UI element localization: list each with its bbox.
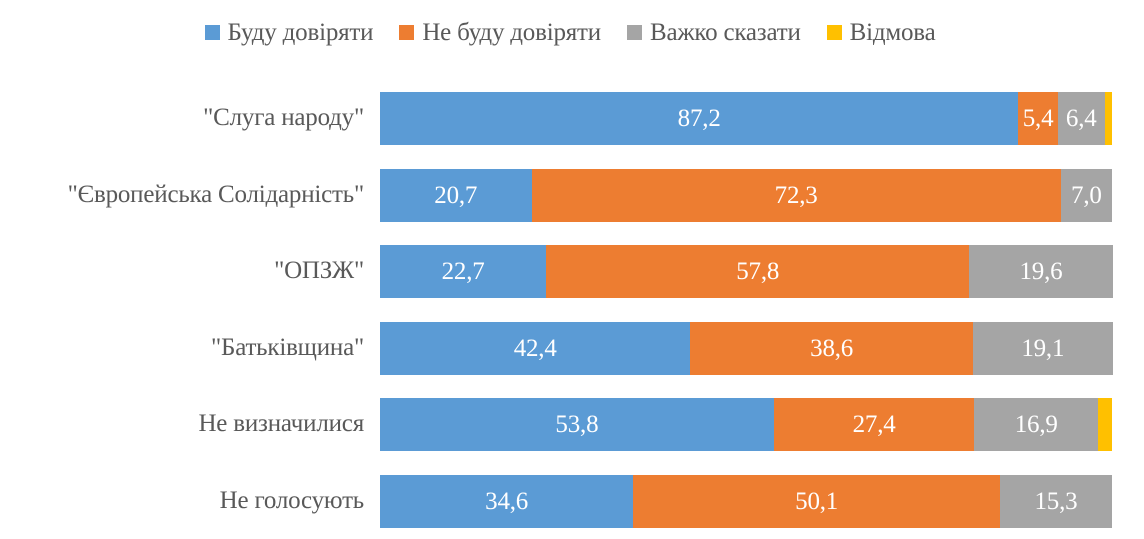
bar-segment-trust[interactable]: 22,7 bbox=[380, 245, 547, 298]
bar-segment-trust[interactable]: 42,4 bbox=[380, 321, 691, 375]
chart-row: "ОПЗЖ" 22,7 57,8 19,6 bbox=[0, 245, 1144, 298]
legend-swatch-blue-icon bbox=[204, 24, 220, 40]
stacked-bar: 20,7 72,3 7,0 bbox=[380, 168, 1112, 222]
bar-segment-hard-to-say[interactable]: 16,9 bbox=[974, 398, 1099, 451]
category-label: Не визначилися bbox=[198, 410, 364, 438]
legend-label-refusal: Відмова bbox=[849, 18, 936, 46]
bar-value-label: 50,1 bbox=[795, 487, 839, 515]
bar-segment-trust[interactable]: 20,7 bbox=[380, 168, 532, 222]
chart-legend: Буду довіряти Не буду довіряти Важко ска… bbox=[0, 10, 1144, 54]
bar-segment-refusal[interactable] bbox=[1098, 398, 1112, 451]
bar-segment-distrust[interactable]: 50,1 bbox=[633, 474, 1000, 528]
legend-item-hard-to-say[interactable]: Важко сказати bbox=[626, 18, 801, 46]
bar-segment-hard-to-say[interactable]: 6,4 bbox=[1057, 92, 1105, 145]
legend-swatch-gray-icon bbox=[626, 24, 642, 40]
bar-value-label: 42,4 bbox=[513, 334, 557, 362]
bar-value-label: 22,7 bbox=[441, 258, 485, 285]
bar-value-label: 6,4 bbox=[1065, 105, 1097, 132]
chart-row: Не голосують 34,6 50,1 15,3 bbox=[0, 474, 1144, 528]
chart-plot-area: "Слуга народу" 87,2 5,4 6,4 "Європейська Сол… bbox=[0, 85, 1144, 539]
stacked-bar: 87,2 5,4 6,4 bbox=[380, 92, 1112, 145]
legend-item-refusal[interactable]: Відмова bbox=[826, 18, 936, 46]
bar-segment-hard-to-say[interactable]: 19,1 bbox=[972, 321, 1113, 375]
bar-value-label: 53,8 bbox=[555, 411, 599, 438]
bar-segment-hard-to-say[interactable]: 19,6 bbox=[969, 245, 1113, 298]
bar-segment-distrust[interactable]: 72,3 bbox=[531, 168, 1061, 222]
chart-row: "Батьківщина" 42,4 38,6 19,1 bbox=[0, 321, 1144, 375]
bar-value-label: 87,2 bbox=[677, 105, 721, 132]
legend-item-distrust[interactable]: Не буду довіряти bbox=[399, 20, 601, 45]
bar-segment-refusal[interactable] bbox=[1104, 92, 1112, 145]
bar-segment-hard-to-say[interactable]: 7,0 bbox=[1060, 168, 1112, 222]
bar-segment-distrust[interactable]: 38,6 bbox=[690, 321, 973, 375]
legend-swatch-orange-icon bbox=[399, 24, 415, 40]
bar-value-label: 15,3 bbox=[1034, 487, 1078, 515]
bar-value-label: 7,0 bbox=[1071, 181, 1102, 209]
legend-label-distrust: Не буду довіряти bbox=[422, 18, 601, 46]
legend-label-trust: Буду довіряти bbox=[227, 18, 374, 46]
bar-value-label: 19,6 bbox=[1019, 258, 1063, 285]
category-label: Не голосують bbox=[219, 486, 365, 514]
stacked-bar: 34,6 50,1 15,3 bbox=[380, 474, 1112, 528]
bar-value-label: 72,3 bbox=[774, 181, 818, 209]
bar-segment-trust[interactable]: 34,6 bbox=[380, 474, 634, 528]
bar-value-label: 20,7 bbox=[434, 181, 478, 209]
stacked-bar: 42,4 38,6 19,1 bbox=[380, 321, 1113, 375]
bar-segment-trust[interactable]: 87,2 bbox=[380, 92, 1019, 145]
stacked-bar: 22,7 57,8 19,6 bbox=[380, 245, 1113, 298]
legend-swatch-yellow-icon bbox=[826, 24, 842, 40]
bar-value-label: 57,8 bbox=[736, 258, 780, 285]
bar-value-label: 16,9 bbox=[1014, 411, 1058, 438]
bar-value-label: 5,4 bbox=[1022, 105, 1054, 132]
category-label: "Слуга народу" bbox=[203, 104, 364, 132]
bar-value-label: 27,4 bbox=[852, 411, 896, 438]
category-label: "Європейська Солідарність" bbox=[67, 180, 365, 208]
bar-segment-distrust[interactable]: 57,8 bbox=[546, 245, 970, 298]
bar-segment-distrust[interactable]: 5,4 bbox=[1018, 92, 1058, 145]
chart-row: "Європейська Солідарність" 20,7 72,3 7,0 bbox=[0, 168, 1144, 222]
bar-value-label: 19,1 bbox=[1021, 334, 1065, 362]
bar-segment-hard-to-say[interactable]: 15,3 bbox=[999, 474, 1112, 528]
chart-row: Не визначилися 53,8 27,4 16,9 bbox=[0, 398, 1144, 451]
bar-value-label: 38,6 bbox=[810, 334, 854, 362]
legend-item-trust[interactable]: Буду довіряти bbox=[204, 18, 374, 46]
chart-row: "Слуга народу" 87,2 5,4 6,4 bbox=[0, 92, 1144, 145]
stacked-bar: 53,8 27,4 16,9 bbox=[380, 398, 1112, 451]
bar-segment-distrust[interactable]: 27,4 bbox=[773, 398, 975, 451]
bar-value-label: 34,6 bbox=[485, 487, 529, 515]
category-label: "ОПЗЖ" bbox=[274, 257, 364, 285]
category-label: "Батьківщина" bbox=[211, 333, 364, 361]
bar-segment-trust[interactable]: 53,8 bbox=[380, 398, 774, 451]
legend-label-hard-to-say: Важко сказати bbox=[649, 18, 801, 46]
